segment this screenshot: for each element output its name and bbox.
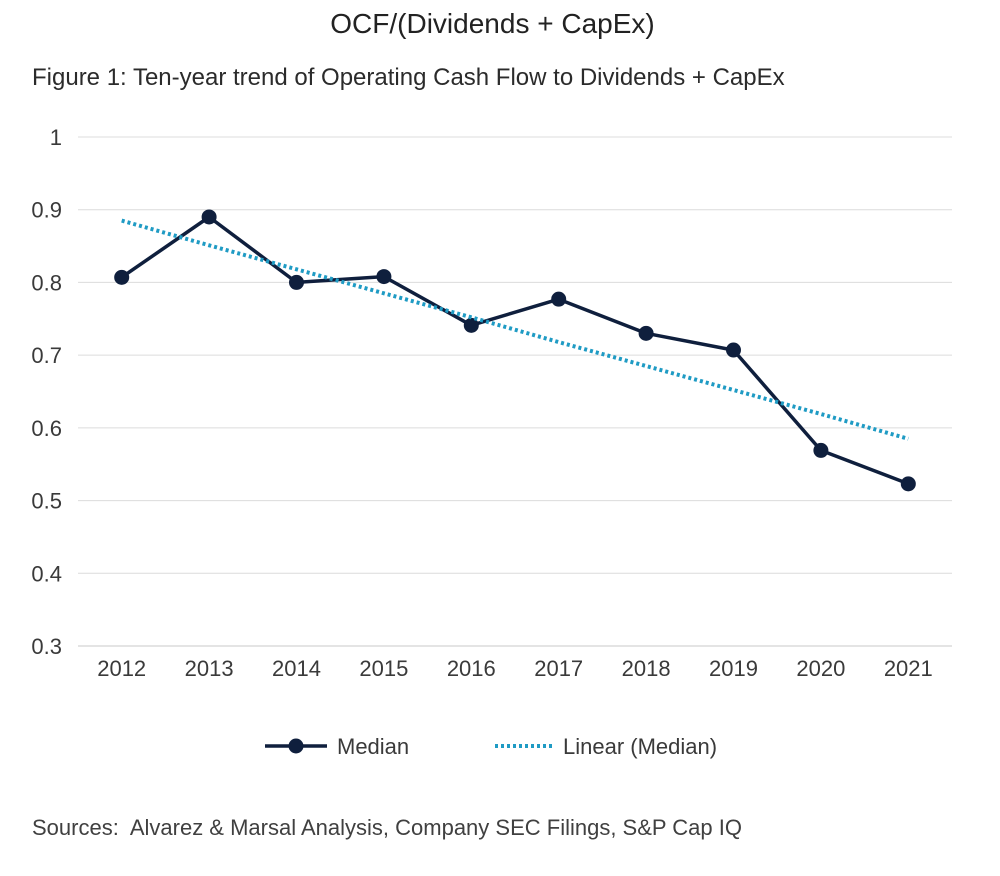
y-tick-label: 0.8 [31,270,62,295]
gridlines [78,136,952,647]
legend-label: Median [337,734,409,759]
data-point [551,291,567,307]
y-axis-tick-labels: 0.3 0.4 0.5 0.6 0.7 0.8 0.9 1 [31,125,62,659]
y-tick-label: 0.9 [31,198,62,223]
data-point [376,269,392,285]
chart-title: OCF/(Dividends + CapEx) [330,8,655,39]
legend-item-median: Median [265,734,409,759]
series-line [120,215,909,486]
x-tick-label: 2013 [185,656,234,681]
data-point [114,269,130,285]
data-point [463,317,479,333]
data-point [813,442,829,458]
source-note: Sources: Alvarez & Marsal Analysis, Comp… [32,815,742,840]
x-tick-label: 2021 [884,656,933,681]
data-point [726,342,741,358]
x-tick-label: 2016 [447,656,496,681]
data-point [201,209,217,225]
legend-marker [288,738,304,754]
chart-subtitle: Figure 1: Ten-year trend of Operating Ca… [32,64,785,91]
y-tick-label: 0.6 [31,416,62,441]
data-point [289,274,304,290]
x-tick-label: 2017 [534,656,583,681]
series-layer [114,209,916,492]
legend-label: Linear (Median) [563,734,717,759]
y-tick-label: 0.5 [31,489,62,514]
y-tick-label: 1 [50,125,62,150]
x-tick-label: 2014 [272,656,321,681]
series-linear-median [121,218,909,441]
y-tick-label: 0.3 [31,634,62,659]
data-point [900,476,916,492]
legend-item-linear-median: Linear (Median) [495,734,717,759]
x-tick-label: 2020 [796,656,845,681]
x-tick-label: 2018 [622,656,671,681]
trendline [121,218,909,441]
x-axis-tick-labels: 2012 2013 2014 2015 2016 2017 2018 2019 2020 2021 [97,656,933,681]
y-tick-label: 0.4 [31,561,62,586]
x-tick-label: 2015 [359,656,408,681]
legend: Median Linear (Median) [265,734,717,759]
data-point [638,325,654,341]
x-tick-label: 2019 [709,656,758,681]
x-tick-label: 2012 [97,656,146,681]
y-tick-label: 0.7 [31,343,62,368]
